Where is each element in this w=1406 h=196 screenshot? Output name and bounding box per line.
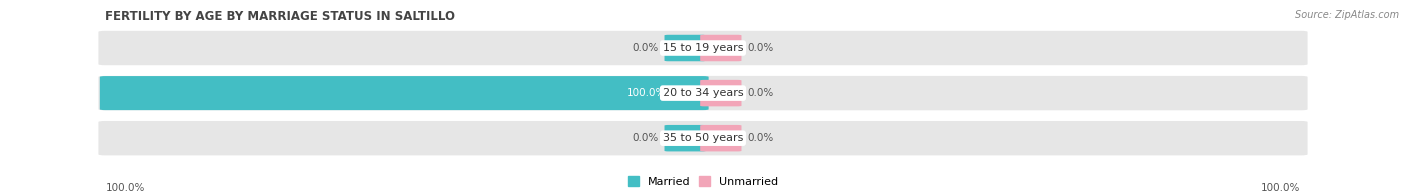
FancyBboxPatch shape bbox=[665, 80, 706, 106]
Text: 15 to 19 years: 15 to 19 years bbox=[662, 43, 744, 53]
Text: 100.0%: 100.0% bbox=[1261, 183, 1301, 193]
Text: Source: ZipAtlas.com: Source: ZipAtlas.com bbox=[1295, 10, 1399, 20]
Text: 35 to 50 years: 35 to 50 years bbox=[662, 133, 744, 143]
FancyBboxPatch shape bbox=[98, 31, 1308, 65]
FancyBboxPatch shape bbox=[665, 125, 706, 152]
Text: 0.0%: 0.0% bbox=[747, 43, 773, 53]
Text: 0.0%: 0.0% bbox=[633, 43, 659, 53]
FancyBboxPatch shape bbox=[700, 35, 741, 61]
Text: 100.0%: 100.0% bbox=[105, 183, 145, 193]
FancyBboxPatch shape bbox=[700, 125, 741, 152]
Text: 0.0%: 0.0% bbox=[633, 133, 659, 143]
Legend: Married, Unmarried: Married, Unmarried bbox=[627, 176, 779, 187]
Text: 0.0%: 0.0% bbox=[747, 133, 773, 143]
Text: FERTILITY BY AGE BY MARRIAGE STATUS IN SALTILLO: FERTILITY BY AGE BY MARRIAGE STATUS IN S… bbox=[105, 10, 456, 23]
FancyBboxPatch shape bbox=[100, 76, 709, 110]
FancyBboxPatch shape bbox=[98, 121, 1308, 155]
FancyBboxPatch shape bbox=[665, 35, 706, 61]
Text: 20 to 34 years: 20 to 34 years bbox=[662, 88, 744, 98]
Text: 0.0%: 0.0% bbox=[747, 88, 773, 98]
FancyBboxPatch shape bbox=[700, 80, 741, 106]
Text: 100.0%: 100.0% bbox=[627, 88, 666, 98]
FancyBboxPatch shape bbox=[98, 76, 1308, 110]
